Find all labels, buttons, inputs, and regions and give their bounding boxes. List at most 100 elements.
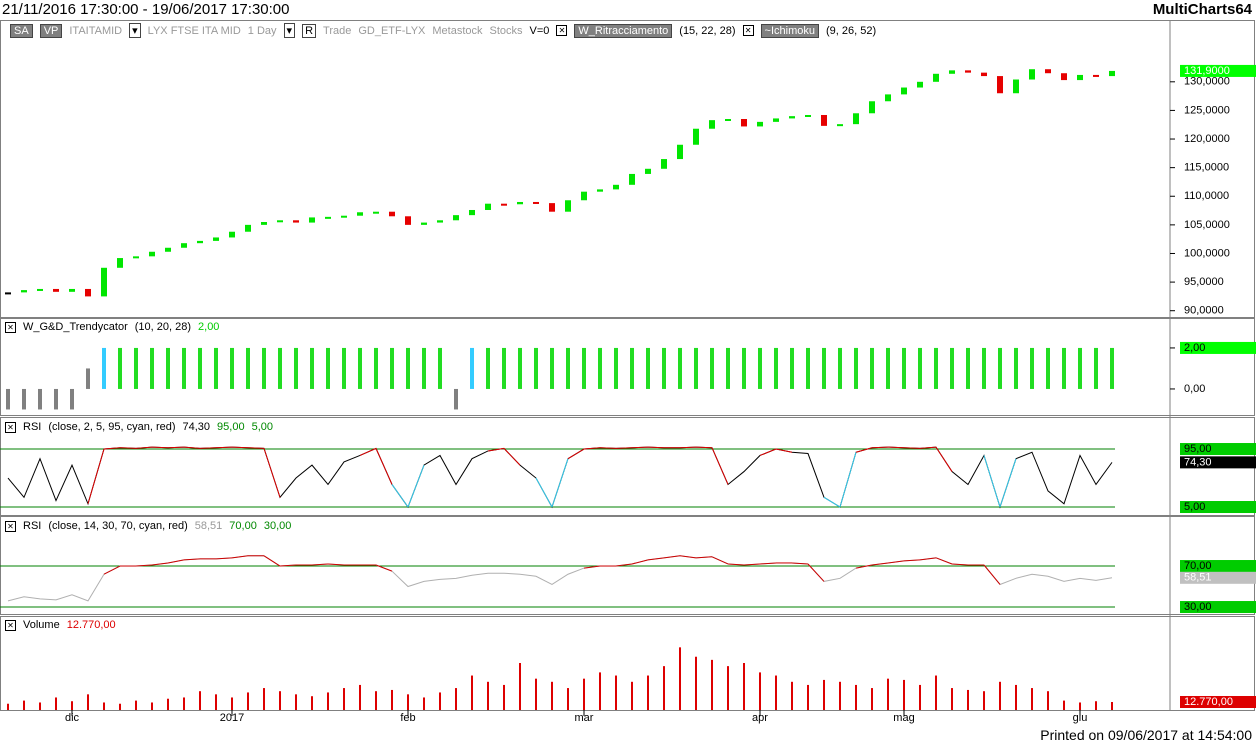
last-tag: 58,51: [1184, 572, 1212, 584]
candle: [949, 70, 955, 74]
candle: [309, 217, 315, 223]
trend-bar: [966, 347, 970, 389]
volume-bar: [1047, 691, 1049, 710]
study[interactable]: ~Ichimoku: [760, 23, 819, 38]
dropdown[interactable]: ▾: [283, 23, 296, 38]
params: (10, 20, 28): [134, 321, 192, 333]
trend-bar: [838, 347, 842, 389]
volume-bar: [471, 675, 473, 710]
volume-bar: [663, 666, 665, 710]
candle: [197, 240, 203, 244]
trend-bar: [86, 368, 90, 389]
level: 5,00: [251, 421, 273, 433]
volume-bar: [423, 697, 425, 710]
volume-bar: [631, 681, 633, 710]
level: 95,00: [217, 421, 245, 433]
trend-bar: [182, 347, 186, 389]
rsi-segment: [167, 446, 185, 449]
candle: [485, 203, 491, 210]
rsi-segment: [119, 447, 137, 449]
trend-bar: [6, 388, 10, 410]
close-box[interactable]: ✕: [5, 421, 16, 433]
rsi-segment: [647, 557, 665, 561]
rsi-segment: [247, 447, 265, 449]
candle: [5, 292, 11, 295]
volume-bar: [807, 684, 809, 710]
trend-bar: [470, 347, 474, 389]
rsi-segment: [679, 555, 697, 559]
trend-bar: [710, 347, 714, 389]
r-button[interactable]: R: [302, 23, 317, 38]
study-params: (15, 22, 28): [679, 24, 736, 37]
rsi-segment: [279, 564, 297, 567]
candle: [597, 189, 603, 192]
y-tick-label: 130,0000: [1184, 76, 1230, 88]
volume-bar: [391, 689, 393, 710]
rsi-segment: [679, 446, 697, 449]
last: 12.770,00: [66, 619, 116, 631]
candle: [437, 220, 443, 223]
close-box[interactable]: ✕: [5, 321, 16, 333]
rsi-segment: [727, 563, 745, 566]
trend-bar: [1110, 347, 1114, 389]
dropdown[interactable]: ▾: [129, 23, 141, 38]
rsi-segment: [551, 458, 569, 508]
trend-bar: [1046, 347, 1050, 389]
volume-bar: [151, 702, 153, 710]
rsi-segment: [647, 446, 665, 449]
close-box[interactable]: ✕: [5, 619, 16, 631]
rsi-segment: [183, 446, 201, 449]
time-label: mar: [575, 712, 594, 724]
candle: [869, 101, 875, 114]
trend-bar: [38, 388, 42, 410]
rsi-segment: [791, 562, 809, 565]
rsi-segment: [311, 563, 329, 566]
candle: [773, 118, 779, 122]
trend-bar: [774, 347, 778, 389]
trend-bar: [614, 347, 618, 389]
time-label: feb: [400, 712, 415, 724]
trend-bar: [454, 388, 458, 410]
candle: [21, 290, 27, 293]
last-tag: 131,9000: [1184, 65, 1230, 77]
rsi-fast-header: ✕ RSI (close, 2, 5, 95, cyan, red) 74,30 95,…: [5, 421, 273, 433]
candle: [389, 211, 395, 217]
volume-bar: [279, 691, 281, 710]
candle: [581, 191, 587, 201]
volume-bar: [295, 694, 297, 710]
trend-bar: [518, 347, 522, 389]
candle: [101, 267, 107, 297]
trend-bar: [630, 347, 634, 389]
rsi-segment: [407, 464, 425, 508]
vp-button[interactable]: VP: [39, 23, 63, 38]
rsi-segment: [631, 446, 649, 449]
title: W_G&D_Trendycator: [23, 321, 128, 333]
volume-bar: [583, 678, 585, 710]
y-tick-label: 110,0000: [1184, 190, 1229, 202]
y-tick-label: 100,0000: [1184, 247, 1230, 259]
candle: [37, 288, 43, 291]
close-box[interactable]: ✕: [556, 25, 568, 36]
rsi-segment: [375, 448, 393, 485]
rsi-segment: [807, 563, 825, 582]
panel: [0, 318, 1255, 416]
candle: [917, 81, 923, 88]
candle: [1061, 73, 1067, 81]
candle: [533, 201, 539, 204]
rsi-segment: [695, 446, 713, 449]
candle: [677, 144, 683, 160]
rsi-segment: [103, 447, 121, 450]
volume-bar: [519, 663, 521, 710]
trend-bar: [406, 347, 410, 389]
trend-bar: [22, 388, 26, 410]
close-box[interactable]: ✕: [5, 520, 16, 532]
study[interactable]: W_Ritracciamento: [574, 23, 673, 38]
close-box[interactable]: ✕: [742, 25, 754, 36]
y-tick-label: 115,0000: [1184, 162, 1229, 174]
y-tick-label: 120,0000: [1184, 133, 1230, 145]
level-tag-bg: [1180, 601, 1256, 614]
rsi-segment: [583, 565, 601, 569]
trend-bar: [806, 347, 810, 389]
symbol-button[interactable]: SA: [10, 23, 33, 38]
trend-bar: [790, 347, 794, 389]
